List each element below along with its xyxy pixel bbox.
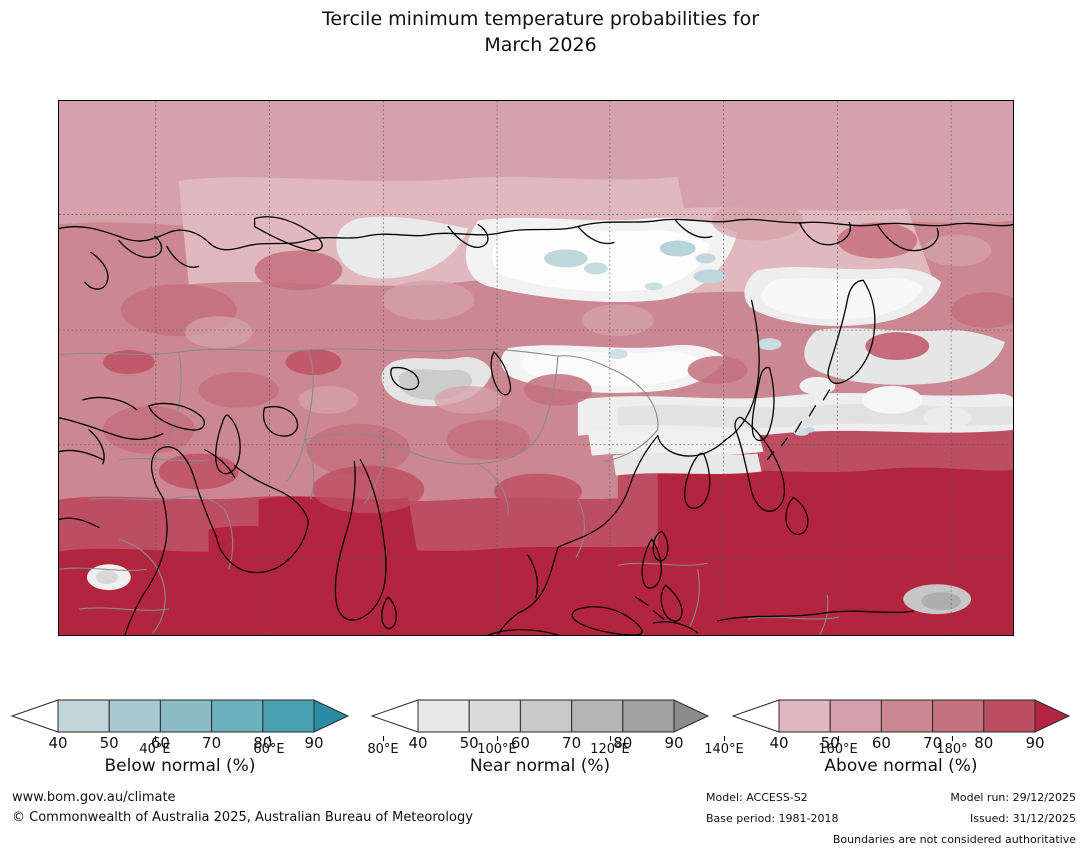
colorbar-above-normal-swatch-80 bbox=[983, 699, 1036, 733]
colorbar-near-normal-under-arrow bbox=[370, 699, 419, 733]
footer-disclaimer: Boundaries are not considered authoritat… bbox=[832, 833, 1076, 846]
footer-model-run: Model run: 29/12/2025 bbox=[950, 791, 1076, 804]
colorbar-below-normal-ticks: 40 50 60 70 80 90 bbox=[0, 734, 360, 756]
x-axis-tick-120e: 120°E bbox=[550, 736, 670, 757]
x-axis-tick-60e: 60°E bbox=[209, 736, 329, 757]
colorbar-below-normal-swatch-60 bbox=[159, 699, 213, 733]
colorbar-below-normal[interactable]: 40 50 60 70 80 90 Below normal (%) bbox=[0, 696, 360, 788]
colorbar-near-normal[interactable]: 40 50 60 70 80 90 Near normal (%) bbox=[360, 696, 720, 788]
colorbar-above-normal-swatch-50 bbox=[829, 699, 882, 733]
x-axis-tick-80e: 80°E bbox=[323, 736, 443, 757]
footer-model: Model: ACCESS-S2 bbox=[706, 791, 808, 804]
colorbar-below-normal-caption: Below normal (%) bbox=[104, 756, 256, 776]
colorbar-below-normal-tick-40: 40 bbox=[48, 734, 68, 752]
colorbar-above-normal-under-arrow bbox=[731, 699, 780, 733]
x-axis-tick-40e: 40°E bbox=[95, 736, 215, 757]
tercile-probability-map bbox=[59, 101, 1013, 635]
page-title-line-2: March 2026 bbox=[484, 34, 597, 56]
colorbar-near-normal-swatch-70 bbox=[571, 699, 624, 733]
colorbar-below-normal-tick-90: 90 bbox=[304, 734, 324, 752]
colorbar-near-normal-tick-50: 50 bbox=[459, 734, 479, 752]
colorbar-below-normal-tick-70: 70 bbox=[202, 734, 222, 752]
colorbar-near-normal-swatch-40 bbox=[417, 699, 470, 733]
colorbar-near-normal-swatches bbox=[360, 696, 720, 738]
colorbar-below-normal-over-arrow bbox=[313, 699, 350, 733]
colorbar-above-normal-tick-60: 60 bbox=[871, 734, 891, 752]
colorbar-above-normal-ticks: 40 50 60 70 80 90 bbox=[721, 734, 1081, 756]
colorbar-near-normal-tick-40: 40 bbox=[408, 734, 428, 752]
colorbar-above-normal-caption: Above normal (%) bbox=[824, 756, 978, 776]
x-axis-tick-140e: 140°E bbox=[664, 736, 784, 757]
colorbar-near-normal-tick-80: 80 bbox=[613, 734, 633, 752]
colorbar-above-normal-tick-80: 80 bbox=[974, 734, 994, 752]
colorbar-below-normal-tick-60: 60 bbox=[150, 734, 170, 752]
footer-website[interactable]: www.bom.gov.au/climate bbox=[12, 790, 176, 805]
footer-issued: Issued: 31/12/2025 bbox=[969, 812, 1076, 825]
colorbar-above-normal-swatch-70 bbox=[932, 699, 985, 733]
colorbar-near-normal-over-arrow bbox=[673, 699, 710, 733]
x-axis-tick-160e: 160°E bbox=[778, 736, 898, 757]
colorbar-above-normal-swatch-60 bbox=[880, 699, 934, 733]
colorbar-near-normal-swatch-80 bbox=[622, 699, 675, 733]
colorbar-near-normal-tick-60: 60 bbox=[510, 734, 530, 752]
colorbar-above-normal-swatch-40 bbox=[778, 699, 831, 733]
colorbar-near-normal-swatch-60 bbox=[519, 699, 573, 733]
colorbar-above-normal-tick-40: 40 bbox=[769, 734, 789, 752]
page-title-line-1: Tercile minimum temperature probabilitie… bbox=[321, 8, 760, 30]
colorbar-near-normal-caption: Near normal (%) bbox=[469, 756, 611, 776]
colorbar-above-normal[interactable]: 40 50 60 70 80 90 Above normal (%) bbox=[721, 696, 1081, 788]
colorbar-below-normal-tick-80: 80 bbox=[253, 734, 273, 752]
colorbar-above-normal-tick-90: 90 bbox=[1025, 734, 1045, 752]
colorbar-below-normal-tick-50: 50 bbox=[99, 734, 119, 752]
colorbar-below-normal-swatch-40 bbox=[57, 699, 110, 733]
x-axis-tick-100e: 100°E bbox=[437, 736, 557, 757]
colorbar-near-normal-tick-90: 90 bbox=[664, 734, 684, 752]
colorbar-near-normal-ticks: 40 50 60 70 80 90 bbox=[360, 734, 720, 756]
page-title: Tercile minimum temperature probabilitie… bbox=[0, 6, 1081, 58]
colorbar-above-normal-swatches bbox=[721, 696, 1081, 738]
colorbar-below-normal-swatch-80 bbox=[262, 699, 315, 733]
map-figure: 80°N 60°N 40°N 20°N 0° 40°E 60°E 80°E 10… bbox=[58, 100, 1014, 757]
colorbar-near-normal-swatch-50 bbox=[468, 699, 521, 733]
colorbar-above-normal-tick-50: 50 bbox=[820, 734, 840, 752]
colorbar-above-normal-tick-70: 70 bbox=[923, 734, 943, 752]
colorbar-below-normal-under-arrow bbox=[10, 699, 59, 733]
colorbar-near-normal-tick-70: 70 bbox=[562, 734, 582, 752]
colorbar-above-normal-over-arrow bbox=[1034, 699, 1071, 733]
colorbar-below-normal-swatch-70 bbox=[211, 699, 264, 733]
colorbar-below-normal-swatch-50 bbox=[108, 699, 161, 733]
x-axis-tick-180: 180° bbox=[892, 736, 1012, 757]
footer-copyright: © Commonwealth of Australia 2025, Austra… bbox=[12, 810, 473, 825]
footer-base-period: Base period: 1981-2018 bbox=[706, 812, 839, 825]
colorbar-below-normal-swatches bbox=[0, 696, 360, 738]
map-plot-area[interactable] bbox=[58, 100, 1014, 636]
